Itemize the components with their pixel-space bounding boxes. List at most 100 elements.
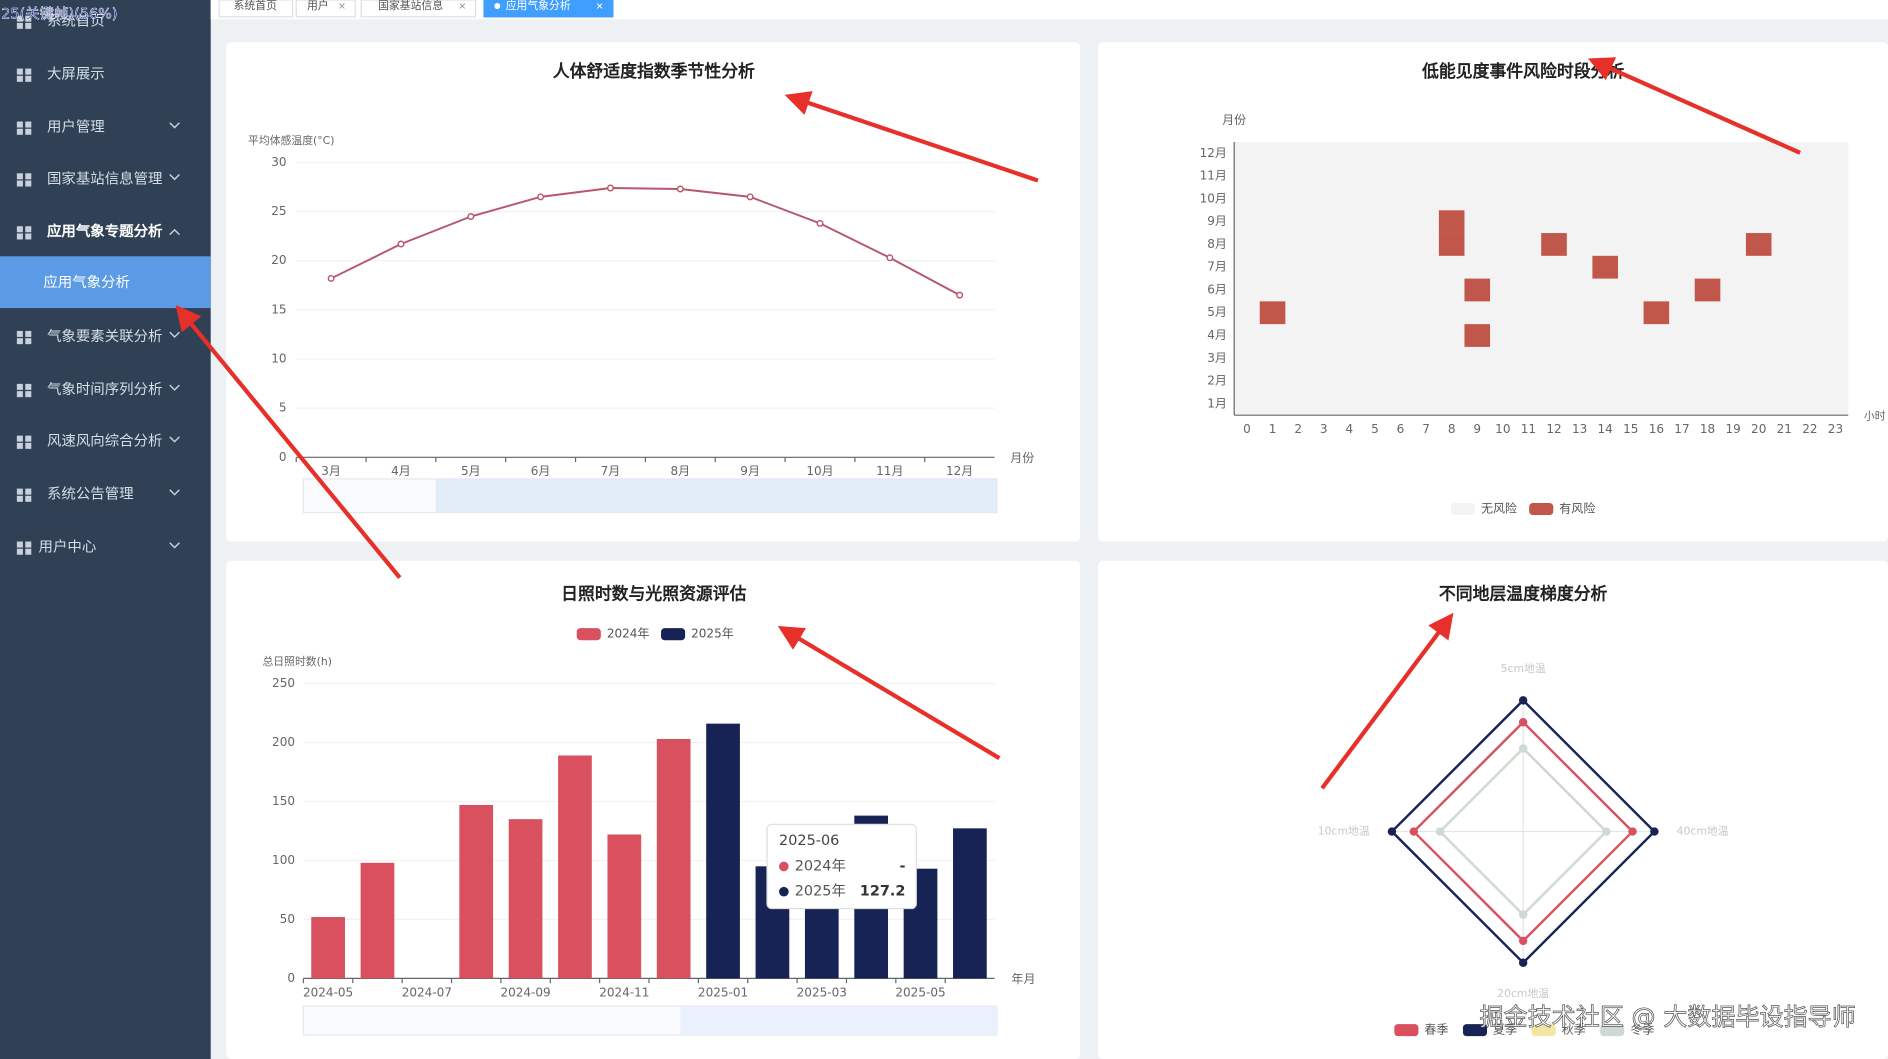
y-axis-label: 月份	[1222, 113, 1246, 127]
legend-swatch	[1600, 1024, 1625, 1037]
menu-item[interactable]: 国家基站信息管理	[16, 170, 180, 187]
menu-item[interactable]: 系统公告管理	[16, 486, 180, 503]
bar	[558, 755, 592, 979]
x-tick-label: 11	[1521, 422, 1536, 436]
radar-point	[1518, 958, 1528, 967]
menu-item[interactable]: 用户中心	[16, 539, 180, 556]
x-tick-label: 6月	[531, 464, 551, 478]
content: 系统首页大屏展示用户管理国家基站信息管理应用气象专题分析气象要素关联分析气象时间…	[16, 0, 1886, 1037]
arrow	[784, 91, 1039, 183]
menu-label: 应用气象专题分析	[47, 222, 163, 240]
submenu-label[interactable]: 应用气象分析	[43, 273, 130, 291]
x-tick-label: 2024-07	[402, 985, 452, 999]
tab[interactable]: 用户	[295, 0, 356, 18]
menu-icon	[16, 121, 23, 128]
menu-label: 气象要素关联分析	[47, 328, 163, 345]
chevron	[169, 542, 180, 549]
indicator-label: 10cm地温	[1318, 825, 1370, 838]
tab-label: 应用气象分析	[506, 0, 571, 12]
x-tick-label: 9月	[740, 464, 760, 478]
menu-icon	[25, 548, 32, 555]
radar-point	[1518, 936, 1528, 946]
bar	[508, 819, 543, 979]
radar-point	[1518, 744, 1528, 753]
legend-swatch	[1529, 503, 1554, 516]
menu-icon	[16, 495, 23, 502]
point	[467, 213, 475, 221]
menu-item[interactable]: 用户管理	[16, 119, 180, 136]
radar-point	[1602, 827, 1611, 836]
menu-icon	[25, 488, 32, 495]
tooltip-title: 2025-06	[779, 833, 839, 849]
tab[interactable]: 应用气象分析	[483, 0, 614, 18]
x-tick-label: 20	[1751, 422, 1766, 436]
risk-cell	[1541, 233, 1567, 256]
legend-label: 有风险	[1559, 501, 1595, 516]
tab[interactable]: 系统首页	[218, 0, 294, 18]
plot-bg	[1234, 142, 1849, 416]
x-tick-label: 10	[1495, 422, 1510, 436]
menu-item[interactable]: 大屏展示	[16, 66, 105, 83]
menu-icon	[25, 22, 32, 29]
legend-label: 春季	[1424, 1023, 1448, 1037]
point	[676, 185, 684, 193]
arrow	[1587, 57, 1801, 155]
menu-item[interactable]: 气象时间序列分析	[16, 381, 180, 398]
y-tick-label: 15	[271, 302, 286, 316]
menu-icon	[25, 541, 32, 548]
y-tick-label: 4月	[1207, 328, 1227, 342]
risk-cell	[1694, 278, 1721, 302]
menu-icon	[16, 338, 23, 345]
risk-cell	[1259, 301, 1286, 325]
x-tick-label: 21	[1777, 422, 1792, 436]
menu-icon	[25, 121, 32, 128]
y-tick-label: 7月	[1207, 260, 1227, 274]
menu-item[interactable]: 风速风向综合分析	[16, 433, 180, 450]
menu-icon	[16, 128, 23, 135]
menu-icon	[16, 442, 23, 449]
menu-label: 气象时间序列分析	[47, 381, 163, 398]
panel	[226, 560, 1081, 1059]
x-tick-label: 8月	[670, 464, 690, 478]
menu-icon	[16, 173, 23, 180]
y-tick-label: 8月	[1207, 237, 1227, 251]
chevron	[169, 173, 180, 181]
active-menu-bg	[0, 256, 211, 309]
chevron	[169, 228, 180, 236]
point	[537, 193, 545, 201]
risk-cell	[1592, 255, 1618, 279]
y-tick-label: 20	[271, 253, 286, 267]
x-axis-label: 年月	[1011, 972, 1035, 986]
menu-icon	[25, 173, 32, 180]
chart-title: 不同地层温度梯度分析	[1439, 583, 1608, 603]
menu-icon	[25, 233, 32, 240]
radar-point	[1628, 827, 1637, 836]
x-tick-label: 2024-05	[303, 985, 353, 999]
legend-swatch	[576, 628, 601, 641]
menu-item[interactable]: 系统首页	[16, 13, 105, 30]
risk-cell	[1438, 210, 1465, 234]
menu-item[interactable]: 气象要素关联分析	[16, 328, 180, 345]
menu-icon	[25, 442, 32, 449]
tooltip-dot	[779, 886, 789, 897]
zoom-window	[435, 478, 997, 513]
x-tick-label: 17	[1674, 422, 1689, 436]
tab-close	[596, 3, 603, 9]
menu-label: 系统公告管理	[47, 486, 134, 503]
tab[interactable]: 国家基站信息	[360, 0, 477, 18]
menu-item[interactable]: 应用气象专题分析	[16, 222, 180, 240]
tooltip-name: 2024年	[795, 857, 846, 874]
bar	[656, 738, 691, 979]
x-tick-label: 13	[1572, 422, 1587, 436]
menu-icon	[16, 180, 23, 187]
x-tick-label: 1	[1269, 422, 1277, 436]
x-tick-label: 2025-05	[895, 985, 945, 999]
menu-icon	[25, 75, 32, 82]
risk-cell	[1643, 301, 1670, 325]
menu-icon	[25, 128, 32, 135]
tab-bar	[210, 0, 1888, 20]
menu-icon	[25, 383, 32, 390]
menu-label: 用户中心	[39, 539, 97, 556]
y-axis-label: 平均体感温度(°C)	[248, 133, 334, 147]
y-tick-label: 1月	[1207, 396, 1227, 410]
